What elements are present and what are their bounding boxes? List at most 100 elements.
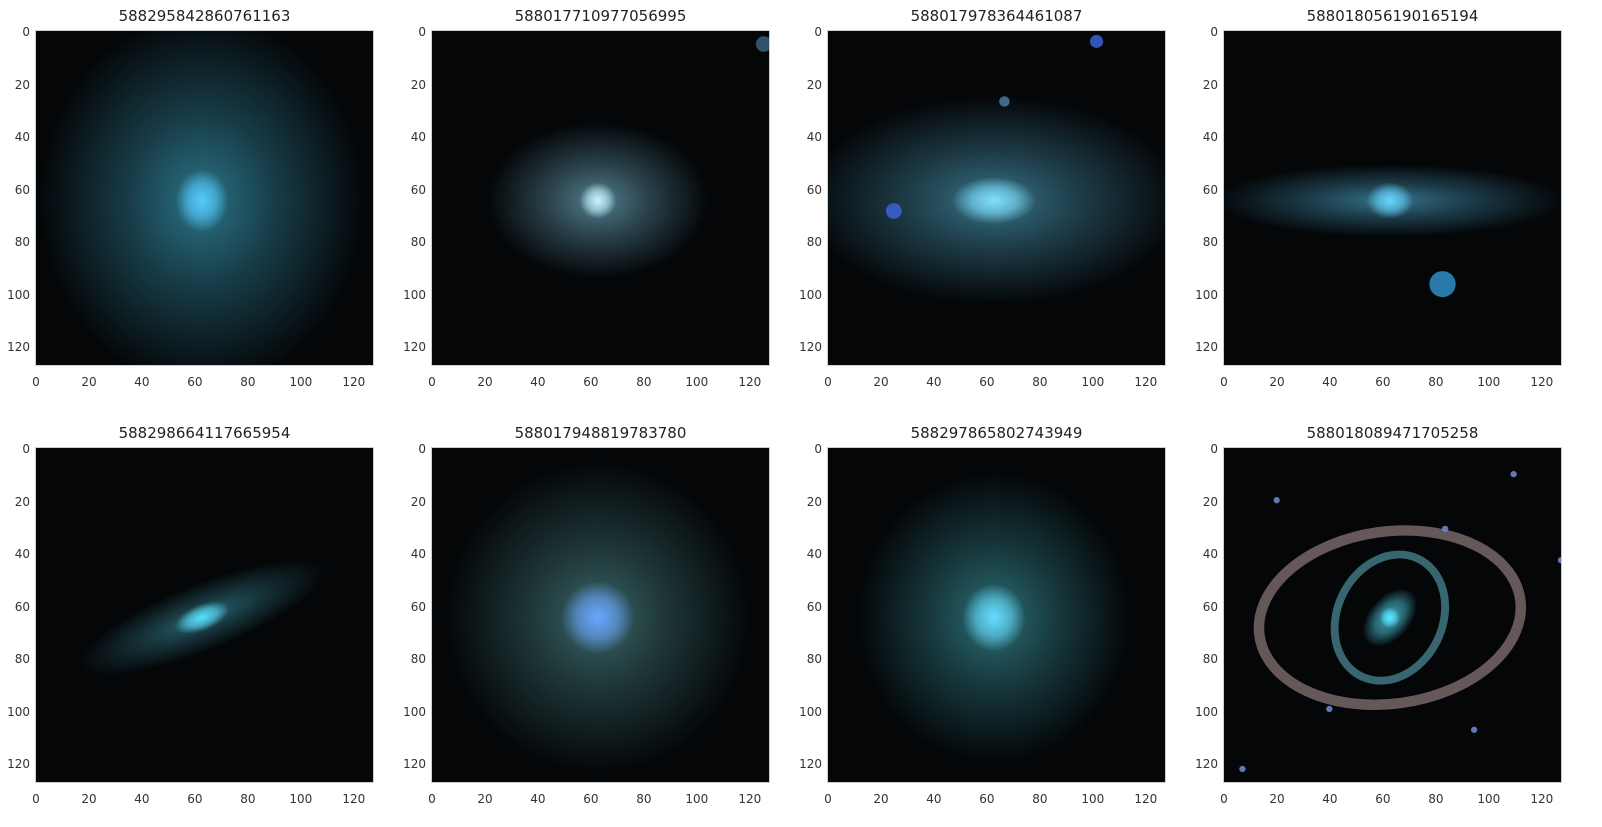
y-tick-label: 120 [7, 340, 30, 354]
x-tick-label: 100 [1477, 375, 1501, 389]
x-tick-label: 120 [738, 375, 762, 389]
x-tick-label: 60 [1375, 375, 1391, 389]
galaxy-image [431, 447, 770, 783]
y-tick-label: 40 [410, 547, 426, 561]
y-tick-label: 40 [806, 130, 822, 144]
x-tick-label: 120 [1530, 792, 1554, 806]
inner-ring [1330, 550, 1450, 685]
y-tick-label: 0 [418, 442, 426, 456]
foreground-star [1470, 726, 1478, 733]
x-tick-label: 80 [636, 792, 652, 806]
x-tick-label: 20 [81, 375, 97, 389]
x-tick-label: 20 [81, 792, 97, 806]
galaxy-core [1366, 182, 1414, 219]
galaxy-cutout-svg [432, 448, 769, 782]
y-tick-label: 120 [7, 757, 30, 771]
x-tick-label: 40 [530, 792, 546, 806]
x-tick-label: 0 [824, 375, 832, 389]
galaxy-image [35, 30, 374, 366]
y-tick-label: 60 [410, 182, 426, 197]
x-tick-label: 60 [979, 375, 995, 389]
x-tick-label: 40 [1322, 375, 1338, 389]
foreground-star [1239, 765, 1246, 773]
y-tick-label: 20 [806, 77, 822, 92]
x-tick-label: 100 [1477, 792, 1501, 806]
galaxy-core [561, 581, 635, 655]
panel-title: 588017978364461087 [910, 7, 1083, 25]
galaxy-core [1379, 607, 1401, 629]
x-tick-label: 100 [685, 375, 709, 389]
panel-title: 588018089471705258 [1306, 424, 1479, 442]
y-tick-label: 80 [1202, 652, 1218, 666]
x-tick-label: 0 [428, 792, 436, 806]
y-tick-label: 40 [1202, 130, 1218, 144]
x-tick-label: 120 [1530, 375, 1554, 389]
galaxy-core [174, 601, 230, 634]
foreground-star [1326, 705, 1333, 713]
galaxy-cutout-svg [828, 448, 1165, 782]
y-tick-label: 100 [1195, 704, 1218, 719]
y-tick-label: 80 [14, 652, 30, 666]
galaxy-image [431, 30, 770, 366]
y-tick-label: 20 [1202, 494, 1218, 509]
galaxy-core [951, 177, 1036, 225]
galaxy-core [962, 583, 1026, 652]
x-tick-label: 20 [873, 375, 889, 389]
x-tick-label: 20 [1269, 375, 1285, 389]
field-star [1089, 34, 1104, 48]
x-tick-label: 20 [477, 792, 493, 806]
y-tick-label: 0 [1210, 442, 1218, 456]
x-tick-label: 60 [583, 375, 599, 389]
panel-title: 588017948819783780 [514, 424, 687, 442]
field-star [885, 203, 902, 219]
field-star [1429, 271, 1456, 298]
y-tick-label: 120 [1195, 340, 1218, 354]
galaxy-image [1223, 447, 1562, 783]
x-tick-label: 100 [289, 792, 313, 806]
x-tick-label: 120 [1134, 375, 1158, 389]
galaxy-image [827, 30, 1166, 366]
galaxy-panel-4: 588018056190165194 0 20 40 60 80 100 120 0 20 40 6… [1188, 0, 1588, 400]
x-tick-label: 80 [1428, 375, 1444, 389]
x-tick-label: 0 [1220, 375, 1228, 389]
y-tick-label: 80 [410, 652, 426, 666]
y-tick-label: 40 [410, 130, 426, 144]
x-tick-label: 80 [240, 375, 256, 389]
x-tick-label: 80 [636, 375, 652, 389]
y-tick-label: 100 [799, 287, 822, 302]
x-tick-label: 20 [873, 792, 889, 806]
foreground-star [1510, 470, 1517, 478]
y-tick-label: 60 [14, 182, 30, 197]
y-tick-label: 100 [1195, 287, 1218, 302]
y-tick-label: 60 [14, 599, 30, 614]
y-tick-label: 100 [403, 704, 426, 719]
x-tick-label: 40 [530, 375, 546, 389]
galaxy-panel-8: 588018089471705258 0 20 40 60 80 100 120 0 20 40 6… [1188, 417, 1588, 817]
y-tick-label: 0 [1210, 25, 1218, 39]
x-tick-label: 100 [1081, 375, 1105, 389]
y-tick-label: 40 [14, 547, 30, 561]
x-tick-label: 60 [979, 792, 995, 806]
outer-ring [1253, 525, 1527, 711]
x-tick-label: 40 [1322, 792, 1338, 806]
galaxy-image [35, 447, 374, 783]
x-tick-label: 120 [342, 375, 366, 389]
x-tick-label: 60 [187, 792, 203, 806]
x-tick-label: 0 [428, 375, 436, 389]
galaxy-panel-3: 588017978364461087 0 20 40 60 80 100 120 0 20 40 6… [792, 0, 1192, 400]
x-tick-label: 40 [926, 792, 942, 806]
y-tick-label: 60 [1202, 182, 1218, 197]
y-tick-label: 120 [799, 757, 822, 771]
y-tick-label: 80 [14, 235, 30, 249]
galaxy-image [827, 447, 1166, 783]
y-tick-label: 20 [14, 77, 30, 92]
x-tick-label: 60 [1375, 792, 1391, 806]
x-tick-label: 60 [583, 792, 599, 806]
x-tick-label: 120 [738, 792, 762, 806]
y-tick-label: 0 [22, 442, 30, 456]
y-tick-label: 20 [410, 77, 426, 92]
x-tick-label: 120 [1134, 792, 1158, 806]
y-tick-label: 120 [403, 340, 426, 354]
panel-title: 588017710977056995 [514, 7, 687, 25]
x-tick-label: 100 [1081, 792, 1105, 806]
